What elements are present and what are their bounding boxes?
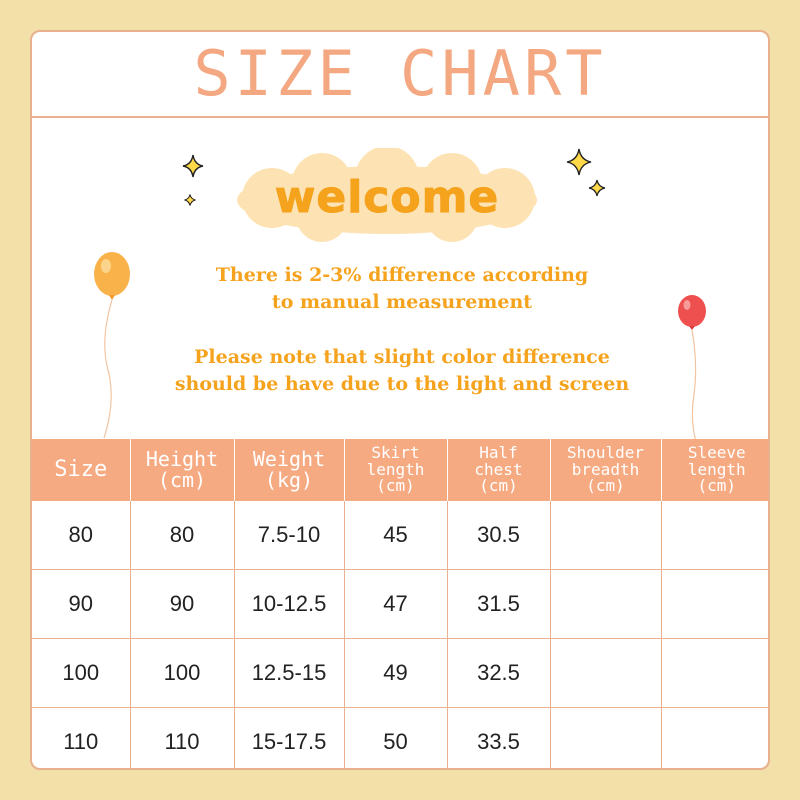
sparkle-icon bbox=[566, 148, 592, 176]
table-row: 90 90 10-12.5 47 31.5 bbox=[32, 569, 768, 639]
table-cell bbox=[661, 638, 768, 708]
column-header-skirt-length: Skirt length (cm) bbox=[344, 439, 448, 501]
table-row: 110 110 15-17.5 50 33.5 bbox=[32, 707, 768, 769]
table-cell: 49 bbox=[344, 638, 448, 708]
table-cell bbox=[661, 501, 768, 570]
table-cell: 45 bbox=[344, 501, 448, 570]
table-cell: 100 bbox=[130, 638, 235, 708]
page-title: SIZE CHART bbox=[193, 37, 607, 110]
table-cell bbox=[661, 708, 768, 769]
note-line: to manual measurement bbox=[271, 291, 533, 313]
sparkle-icon bbox=[182, 154, 204, 178]
column-header-weight: Weight (kg) bbox=[234, 439, 345, 501]
note-line: There is 2-3% difference according bbox=[215, 264, 589, 286]
red-balloon-icon bbox=[678, 295, 706, 443]
column-header-sleeve-length: Sleeve length (cm) bbox=[661, 439, 768, 501]
table-cell: 10-12.5 bbox=[234, 569, 345, 639]
table-cell: 110 bbox=[32, 707, 131, 768]
table-cell: 47 bbox=[344, 569, 448, 639]
table-cell: 100 bbox=[32, 638, 131, 708]
welcome-text: welcome bbox=[274, 171, 500, 223]
title-band: SIZE CHART bbox=[32, 32, 768, 118]
column-header-size: Size bbox=[32, 439, 131, 501]
column-header-shoulder-breadth: Shoulder breadth (cm) bbox=[550, 439, 662, 501]
table-cell: 7.5-10 bbox=[234, 501, 345, 570]
sparkle-icon bbox=[184, 194, 196, 206]
table-cell: 90 bbox=[32, 569, 131, 639]
color-note: Please note that slight color difference… bbox=[32, 344, 768, 398]
table-cell: 32.5 bbox=[447, 638, 551, 708]
column-header-half-chest: Half chest (cm) bbox=[447, 439, 551, 501]
table-cell bbox=[550, 638, 662, 708]
table-cell: 15-17.5 bbox=[234, 707, 345, 768]
size-table: Size Height (cm) Weight (kg) Skirt length (c… bbox=[32, 439, 768, 769]
table-cell bbox=[550, 707, 662, 768]
table-cell bbox=[550, 501, 662, 570]
table-cell: 30.5 bbox=[447, 501, 551, 570]
table-cell: 31.5 bbox=[447, 569, 551, 639]
table-cell bbox=[550, 569, 662, 639]
column-header-height: Height (cm) bbox=[130, 439, 235, 501]
table-cell bbox=[661, 569, 768, 639]
table-cell: 80 bbox=[130, 501, 235, 570]
sparkle-icon bbox=[588, 179, 606, 197]
cloud-shape bbox=[237, 148, 537, 242]
table-cell: 33.5 bbox=[447, 707, 551, 768]
table-header-row: Size Height (cm) Weight (kg) Skirt length (c… bbox=[32, 439, 768, 501]
note-line: should be have due to the light and scre… bbox=[174, 373, 630, 395]
table-cell: 50 bbox=[344, 707, 448, 768]
note-line: Please note that slight color difference bbox=[194, 346, 610, 368]
table-row: 100 100 12.5-15 49 32.5 bbox=[32, 638, 768, 708]
table-cell: 110 bbox=[130, 707, 235, 768]
table-cell: 80 bbox=[32, 501, 131, 570]
size-chart-card: SIZE CHART welcome bbox=[30, 30, 770, 770]
measurement-note: There is 2-3% difference according to ma… bbox=[32, 262, 768, 316]
table-cell: 90 bbox=[130, 569, 235, 639]
table-row: 80 80 7.5-10 45 30.5 bbox=[32, 501, 768, 570]
table-cell: 12.5-15 bbox=[234, 638, 345, 708]
orange-balloon-icon bbox=[94, 252, 130, 439]
